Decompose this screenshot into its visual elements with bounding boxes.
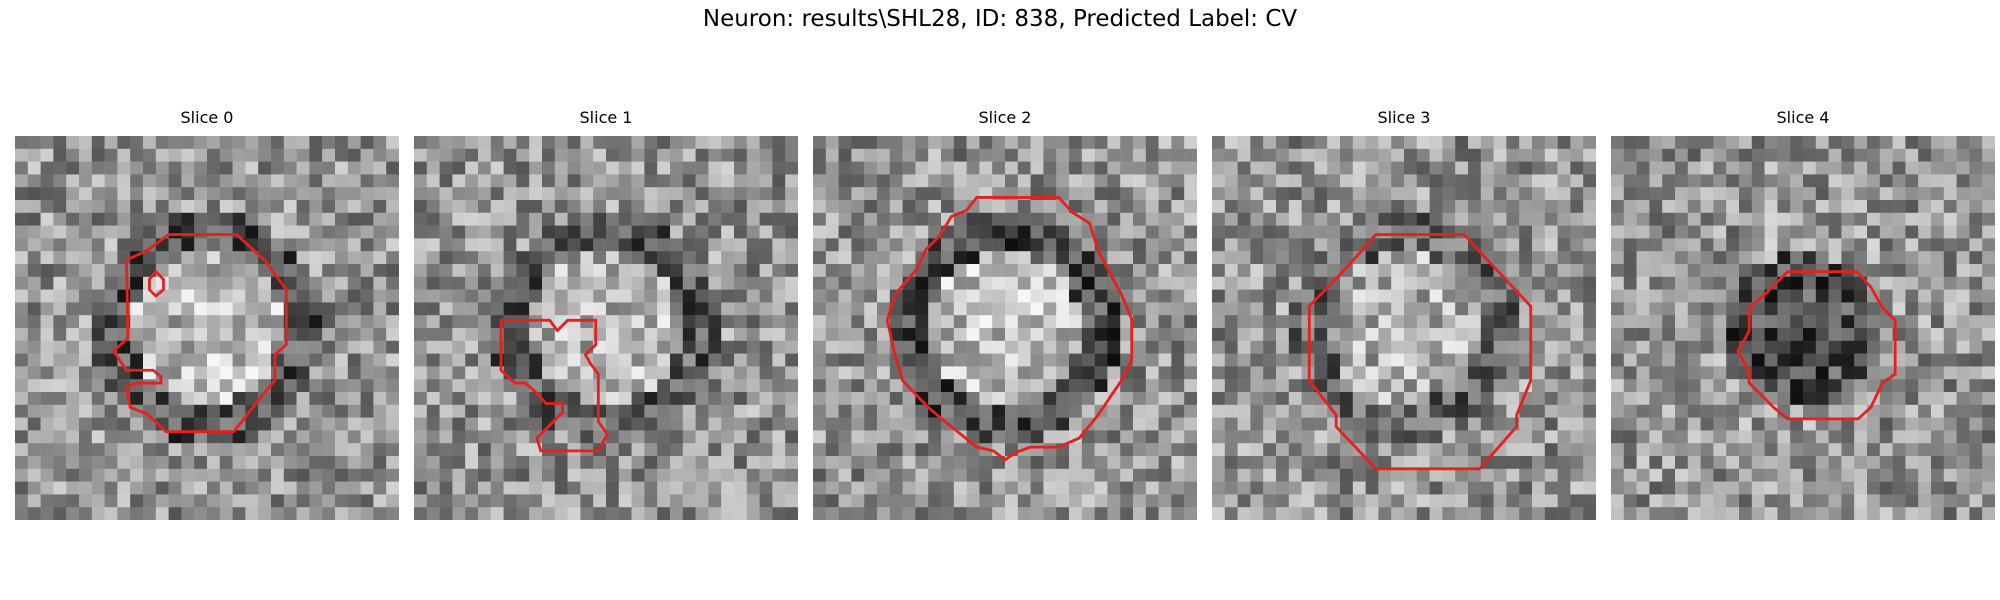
slice-panel-4: Slice 4 [1611,108,1995,520]
slice-image [414,136,798,520]
slice-title: Slice 1 [579,108,633,127]
roi-contour [111,233,288,434]
roi-contour [885,196,1134,462]
pixel-grid [813,136,1197,520]
slice-panel-0: Slice 0 [15,108,399,520]
pixel-grid [1212,136,1596,520]
slice-panel-2: Slice 2 [813,108,1197,520]
slice-image [15,136,399,520]
slice-title: Slice 0 [180,108,234,127]
slice-image [813,136,1197,520]
pixel-grid [414,136,798,520]
slice-title: Slice 4 [1776,108,1830,127]
slice-title: Slice 2 [978,108,1032,127]
roi-contour [1736,270,1897,421]
roi-contour [1307,233,1533,471]
figure-title: Neuron: results\SHL28, ID: 838, Predicte… [702,6,1298,32]
slice-title: Slice 3 [1377,108,1431,127]
roi-contour [499,318,609,453]
slice-panel-3: Slice 3 [1212,108,1596,520]
slice-panel-1: Slice 1 [414,108,798,520]
slice-image [1212,136,1596,520]
pixel-grid [15,136,399,520]
pixel-grid [1611,136,1995,520]
slice-image [1611,136,1995,520]
